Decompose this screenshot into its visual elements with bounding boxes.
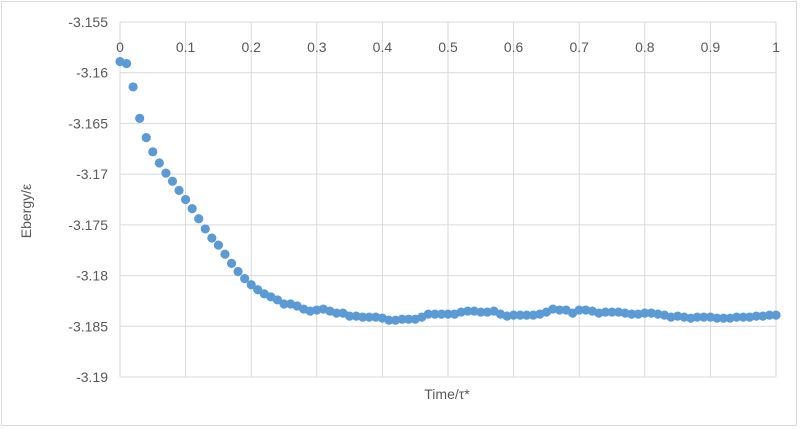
gridlines (119, 21, 777, 378)
x-tick-label: 0.7 (569, 39, 589, 55)
data-point (161, 168, 171, 178)
data-point (358, 312, 368, 322)
data-point (187, 204, 197, 214)
y-tick-label: -3.19 (76, 369, 108, 385)
data-point (345, 311, 355, 321)
x-tick-label: 0.1 (176, 39, 196, 55)
data-point (135, 113, 145, 123)
y-tick-label: -3.18 (76, 268, 108, 284)
data-point (121, 58, 132, 69)
x-tick-label: 0.5 (438, 39, 458, 55)
data-point (194, 214, 204, 224)
data-point (181, 194, 191, 205)
data-point (404, 314, 414, 324)
x-tick-label: 0.3 (307, 39, 327, 55)
y-tick-label: -3.185 (68, 318, 108, 334)
data-point (699, 312, 709, 322)
x-tick-label: 0.6 (504, 39, 524, 55)
y-tick-labels: -3.155 -3.16 -3.165 -3.17 -3.175 -3.18 -3.185 -… (68, 14, 108, 385)
y-tick-label: -3.17 (76, 166, 108, 182)
data-point (207, 233, 217, 243)
x-tick-label: 1 (772, 39, 780, 55)
y-tick-label: -3.165 (68, 115, 108, 131)
data-point (430, 309, 440, 319)
x-axis-title: Time/τ* (424, 386, 470, 402)
data-point (508, 310, 519, 320)
x-tick-label: 0.2 (241, 39, 261, 55)
data-point (272, 295, 283, 305)
data-point (627, 309, 637, 319)
x-tick-label: 0.8 (635, 39, 655, 55)
data-point (226, 258, 237, 268)
data-point (423, 309, 433, 319)
data-point (554, 305, 565, 315)
x-tick-label: 0.9 (701, 39, 721, 55)
data-points (115, 56, 781, 325)
data-point (364, 312, 374, 322)
y-tick-label: -3.16 (76, 65, 108, 81)
data-point (463, 306, 473, 316)
data-point (607, 307, 617, 317)
data-point (476, 307, 486, 317)
data-point (141, 133, 151, 143)
data-point (246, 280, 256, 290)
y-axis-title: Ebergy/ε (18, 184, 34, 239)
data-point (167, 176, 178, 186)
y-tick-label: -3.155 (68, 14, 108, 30)
data-point (200, 224, 210, 234)
x-tick-labels: 0 0.1 0.2 0.3 0.4 0.5 0.6 0.7 0.8 0.9 1 (116, 39, 780, 55)
x-tick-label: 0.4 (373, 39, 393, 55)
data-point (515, 310, 525, 320)
data-point (253, 285, 263, 295)
data-point (738, 312, 748, 322)
data-point (771, 310, 781, 320)
data-point (220, 249, 230, 259)
data-point (331, 308, 342, 318)
data-point (712, 313, 722, 323)
data-point (692, 312, 702, 322)
data-point (128, 82, 138, 92)
data-point (384, 315, 394, 325)
data-point (174, 185, 184, 195)
data-point (240, 274, 250, 284)
data-point (213, 240, 223, 250)
data-point (640, 308, 650, 318)
data-point (732, 312, 742, 322)
data-point (522, 310, 532, 320)
data-point (718, 313, 729, 323)
data-point (764, 310, 775, 320)
data-point (154, 158, 164, 168)
data-point (233, 266, 243, 277)
data-point (574, 305, 584, 315)
data-point (148, 147, 158, 157)
data-point (600, 307, 611, 317)
data-point (443, 309, 453, 319)
y-tick-label: -3.175 (68, 217, 108, 233)
data-point (436, 309, 447, 319)
data-point (397, 314, 407, 324)
data-point (751, 311, 761, 321)
data-point (279, 299, 289, 309)
x-tick-label: 0 (116, 39, 124, 55)
